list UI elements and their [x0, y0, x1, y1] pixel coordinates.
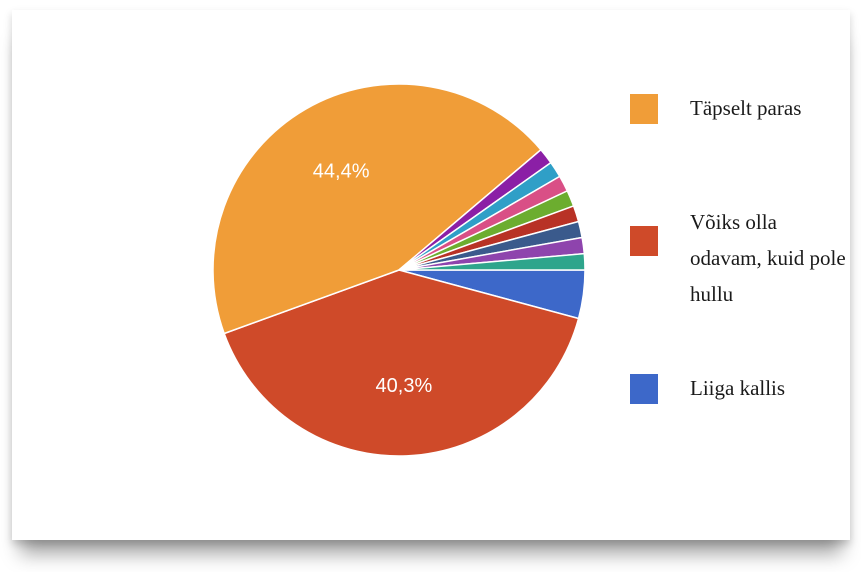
pie-slice-label: 40,3% [376, 375, 433, 397]
legend-item-voiks-olla-odavam: Võiks olla odavam, kuid pole hullu [630, 204, 850, 312]
pie-slice [212, 83, 542, 335]
legend-label: Liiga kallis [690, 376, 786, 400]
legend-swatch [630, 94, 658, 124]
legend-item-liiga-kallis: Liiga kallis [630, 370, 850, 406]
pie-slice [398, 252, 586, 271]
legend-label: Täpselt paras [690, 96, 802, 120]
legend-item-tapselt-paras: Täpselt paras [630, 90, 850, 126]
legend-swatch [630, 226, 658, 256]
pie-slice-label: 44,4% [313, 160, 370, 182]
legend-swatch [630, 374, 658, 404]
pie-slice [223, 269, 580, 457]
legend-label: Võiks olla odavam, kuid pole hullu [690, 210, 846, 306]
pie-chart: 40,3% 44,4% [212, 83, 586, 457]
chart-card: 40,3% 44,4% Täpselt paras Võiks olla odav… [12, 10, 850, 540]
